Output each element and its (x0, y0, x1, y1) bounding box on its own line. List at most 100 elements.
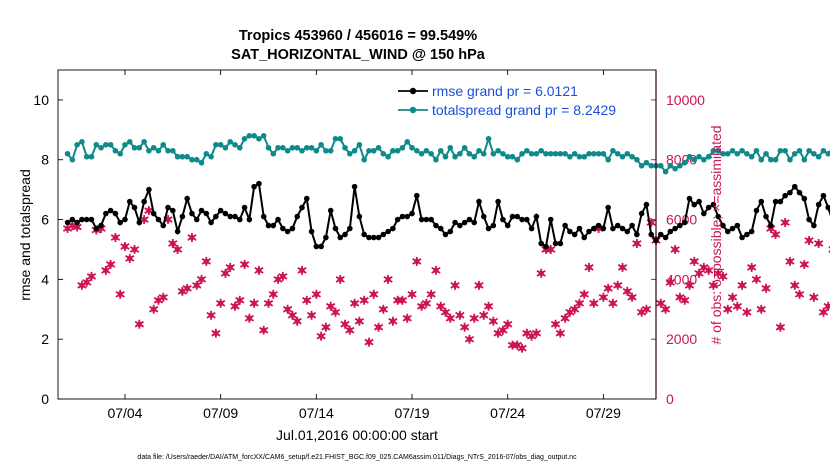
rmse-point (380, 231, 387, 238)
totalspread-point (213, 141, 219, 148)
totalspread-point (131, 144, 138, 151)
rmse-point (213, 213, 219, 220)
rmse-point (93, 225, 100, 232)
obs-point (536, 268, 546, 278)
totalspread-point (179, 153, 186, 160)
totalspread-point (256, 135, 262, 142)
rmse-point (433, 222, 439, 229)
totalspread-point (79, 138, 85, 145)
obs-point (321, 322, 331, 332)
obs-point (158, 292, 168, 302)
totalspread-point (284, 147, 291, 154)
totalspread-point (514, 156, 521, 163)
totalspread-point (289, 144, 296, 151)
obs-point (665, 277, 676, 287)
obs-point (785, 256, 795, 266)
rmse-point (624, 228, 631, 235)
rmse-point (476, 198, 482, 205)
rmse-point (811, 222, 817, 229)
rmse-point (303, 195, 310, 202)
rmse-point (141, 198, 147, 205)
totalspread-point (193, 156, 200, 163)
rmse-point (236, 216, 243, 223)
obs-point (589, 298, 599, 308)
obs-point (388, 316, 398, 326)
rmse-point (533, 213, 540, 220)
totalspread-point (370, 147, 377, 154)
totalspread-point (547, 150, 554, 157)
y-right-tick-label: 2000 (666, 331, 697, 347)
rmse-point (189, 210, 195, 217)
rmse-point (390, 225, 396, 232)
totalspread-point (351, 147, 358, 154)
totalspread-point (787, 156, 793, 163)
rmse-point (643, 201, 650, 208)
obs-point (560, 313, 570, 323)
rmse-point (146, 186, 152, 193)
totalspread-point (495, 147, 501, 154)
obs-point (459, 322, 470, 332)
rmse-point (404, 213, 411, 220)
obs-point (292, 316, 302, 326)
totalspread-point (567, 153, 573, 160)
obs-point (579, 289, 589, 299)
totalspread-point (232, 141, 238, 148)
legend-spread-marker (409, 106, 417, 114)
obs-point (813, 238, 824, 248)
obs-point (794, 289, 805, 299)
obs-point (378, 304, 388, 314)
obs-point (737, 280, 747, 290)
totalspread-point (763, 150, 769, 157)
obs-point (105, 259, 116, 269)
totalspread-point (433, 156, 439, 163)
rmse-point (136, 219, 143, 226)
obs-point (407, 289, 417, 299)
obs-point (474, 280, 484, 290)
rmse-point (500, 216, 506, 223)
totalspread-point (777, 147, 784, 154)
totalspread-point (538, 147, 544, 154)
rmse-point (672, 225, 678, 232)
rmse-point (74, 219, 80, 226)
obs-point (718, 271, 728, 281)
obs-point (694, 268, 704, 278)
totalspread-point (452, 153, 458, 160)
totalspread-point (677, 162, 683, 169)
totalspread-point (303, 144, 310, 151)
obs-point (804, 235, 814, 245)
obs-point (708, 280, 719, 290)
obs-point (503, 319, 513, 329)
rmse-point (452, 219, 458, 226)
obs-point (125, 253, 135, 263)
rmse-point (600, 225, 607, 232)
rmse-point (323, 234, 329, 241)
rmse-point (241, 204, 248, 211)
rmse-point (437, 225, 444, 232)
totalspread-point (385, 153, 391, 160)
y-left-tick-label: 2 (41, 331, 49, 347)
totalspread-point (681, 159, 688, 166)
rmse-point (667, 228, 674, 235)
rmse-point (729, 225, 736, 232)
rmse-point (787, 189, 793, 196)
rmse-point (552, 240, 559, 247)
totalspread-point (327, 147, 334, 154)
rmse-point (562, 222, 568, 229)
totalspread-point (208, 153, 214, 160)
totalspread-point (825, 150, 830, 157)
obs-point (278, 271, 288, 281)
totalspread-point (543, 150, 549, 157)
rmse-point (825, 204, 830, 211)
rmse-point (638, 210, 645, 217)
totalspread-point (98, 144, 104, 151)
rmse-point (174, 228, 181, 235)
legend: rmse grand pr = 6.0121 totalspread grand… (398, 83, 616, 118)
totalspread-point (744, 150, 750, 157)
totalspread-point (251, 133, 257, 139)
totalspread-point (241, 135, 248, 142)
data-file-footnote: data file: /Users/raeder/DAI/ATM_forcXX/… (137, 454, 577, 461)
y-right-tick-label: 6000 (666, 212, 697, 228)
rmse-point (461, 219, 468, 226)
rmse-point (347, 225, 353, 232)
totalspread-point (519, 150, 525, 157)
